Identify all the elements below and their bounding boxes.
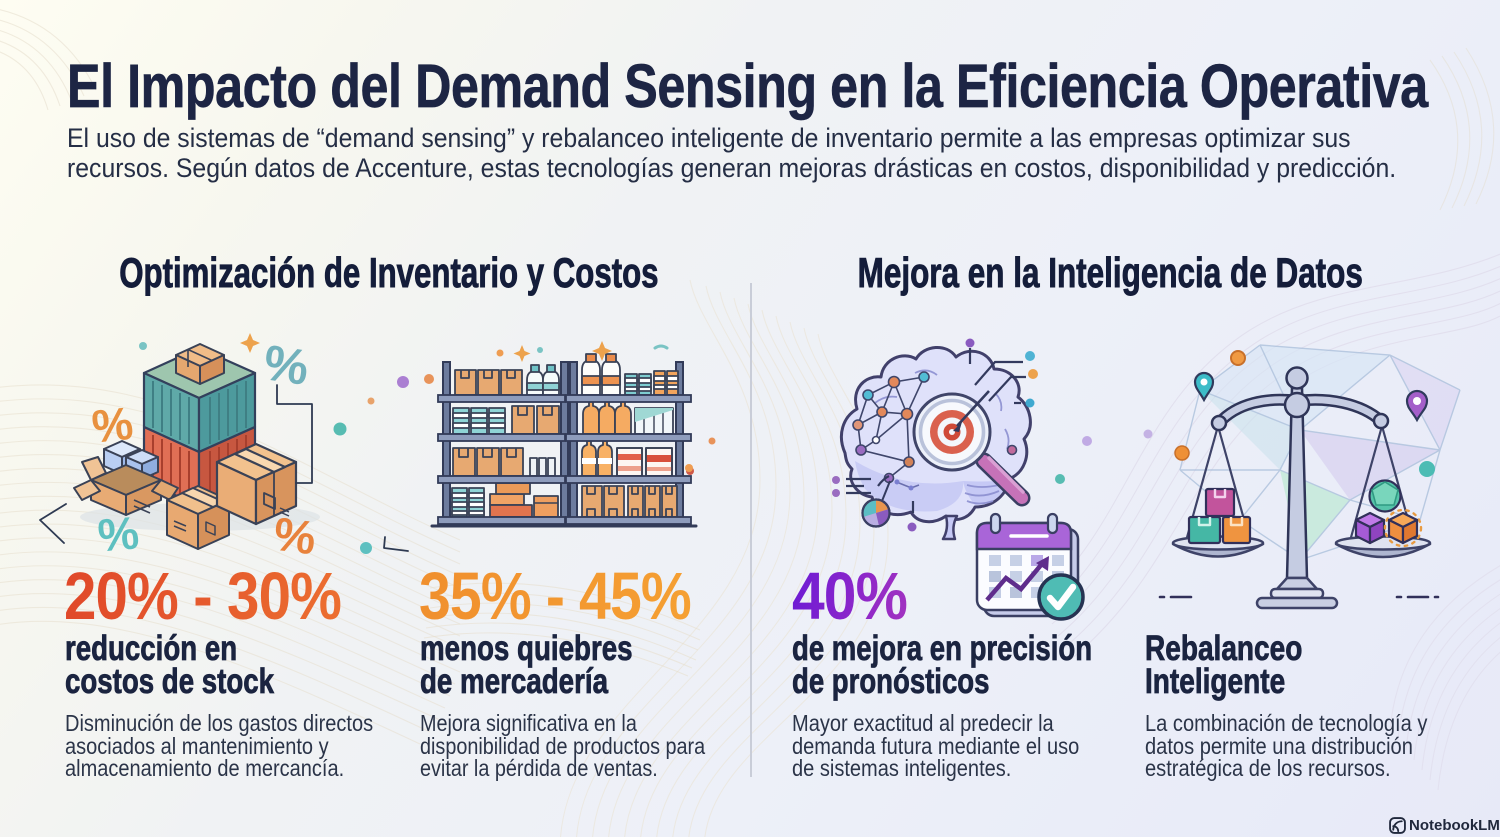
svg-text:%: % [96,506,141,561]
svg-text:%: % [271,507,319,565]
svg-text:%: % [260,334,312,396]
svg-text:%: % [89,397,135,453]
